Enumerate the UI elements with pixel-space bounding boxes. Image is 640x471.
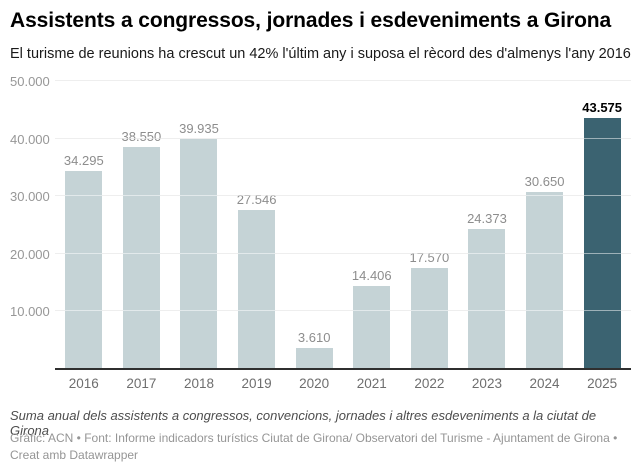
bar-value-label: 14.406: [351, 268, 392, 284]
bar-2025: [583, 118, 621, 369]
chart-column-2018: 39.935 2018: [170, 81, 228, 391]
plot-area: 34.295 2016 38.550 2017 39.935 2018 27.546 2019…: [55, 80, 631, 391]
chart-column-2020: 3.610 2020: [285, 81, 343, 391]
bar-2024: [526, 192, 564, 369]
chart-column-2019: 27.546 2019: [228, 81, 286, 391]
chart-note: Suma anual dels assistents a congressos,…: [10, 408, 597, 438]
bar-value-label: 3.610: [297, 330, 331, 346]
x-axis-tick-label: 2024: [529, 376, 560, 391]
bar-2021: [353, 286, 391, 369]
bar-2022: [410, 267, 448, 369]
x-axis-tick-label: 2019: [241, 376, 272, 391]
chart-subtitle: El turisme de reunions ha crescut un 42%…: [10, 46, 631, 62]
bar-2019: [238, 210, 276, 369]
x-axis-tick-label: 2018: [183, 376, 214, 391]
x-axis-tick-label: 2017: [126, 376, 157, 391]
x-axis-tick-label: 2023: [471, 376, 502, 391]
x-axis-tick-label: 2016: [68, 376, 99, 391]
x-axis-tick-label: 2022: [414, 376, 445, 391]
x-axis-tick-label: 2021: [356, 376, 387, 391]
chart-title: Assistents a congressos, jornades i esde…: [10, 9, 612, 32]
bar-2023: [468, 228, 506, 369]
chart-column-2023: 24.373 2023: [458, 81, 516, 391]
chart-column-2021: 14.406 2021: [343, 81, 401, 391]
y-axis-tick-label: 20.000: [10, 246, 50, 262]
x-axis-tick-label: 2025: [587, 376, 618, 391]
gridline-overlay: [55, 310, 631, 312]
bar-value-label: 34.295: [63, 153, 104, 169]
chart-column-2025: 43.575 2025: [573, 81, 631, 391]
gridline-overlay: [55, 80, 631, 81]
y-axis-tick-label: 40.000: [10, 131, 50, 147]
y-axis-tick-label: 50.000: [10, 74, 50, 89]
chart-column-2022: 17.570 2022: [401, 81, 459, 391]
x-axis-tick-label: 2020: [299, 376, 330, 391]
chart-column-2016: 34.295 2016: [55, 81, 113, 391]
bar-value-label: 39.935: [179, 120, 219, 136]
x-axis-baseline: [55, 368, 631, 370]
bar-columns: 34.295 2016 38.550 2017 39.935 2018 27.546 2019…: [55, 81, 631, 391]
bar-2017: [122, 146, 160, 369]
bar-value-label: 43.575: [582, 100, 623, 116]
bar-value-label: 30.650: [524, 174, 565, 190]
bar-value-label: 38.550: [121, 128, 162, 144]
y-axis-tick-label: 10.000: [10, 304, 50, 320]
gridline-overlay: [55, 137, 631, 139]
bar-2016: [65, 171, 103, 369]
gridline-overlay: [55, 195, 631, 197]
chart-column-2024: 30.650 2024: [516, 81, 574, 391]
chart-byline: Gràfic: ACN • Font: Informe indicadors t…: [10, 431, 618, 462]
bar-2020: [295, 348, 333, 369]
gridline-overlay: [55, 252, 631, 254]
y-axis-tick-label: 30.000: [10, 189, 50, 205]
chart-column-2017: 38.550 2017: [113, 81, 171, 391]
bar-value-label: 24.373: [467, 210, 507, 226]
bar-2018: [180, 138, 218, 369]
